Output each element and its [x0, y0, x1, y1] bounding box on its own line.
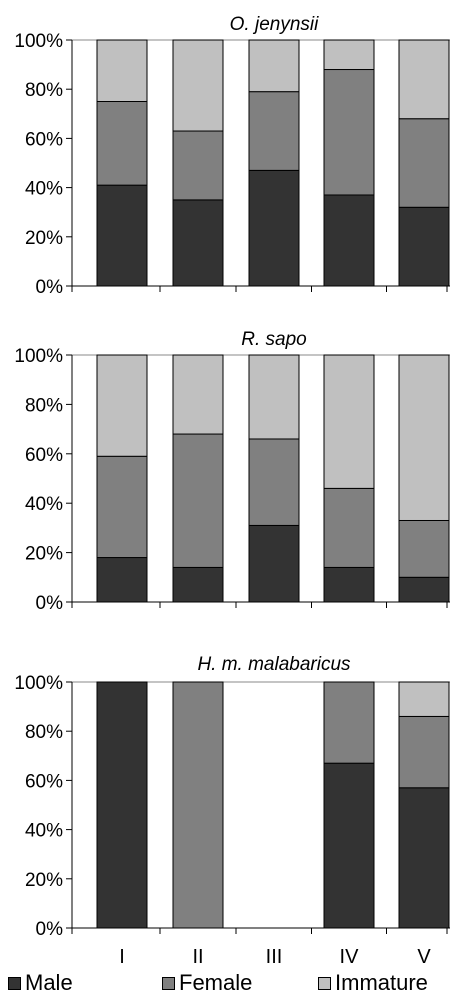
y-tick-label-3-2: 40% [25, 821, 63, 842]
bar-2-I-male [96, 557, 148, 603]
y-tick-label-2-5: 100% [14, 346, 63, 367]
bar-1-V-female [398, 118, 450, 208]
bar-3-V-female [398, 715, 450, 789]
legend-swatch-female [162, 976, 175, 990]
bar-1-I-female [96, 101, 148, 186]
bar-1-I-immature [96, 39, 148, 102]
bar-3-V-immature [398, 681, 450, 717]
x-tick-label-V: V [417, 946, 431, 968]
bar-3-II-female [172, 681, 224, 929]
y-tick-label-1-3: 60% [25, 129, 63, 150]
legend-label-immature: Immature [335, 970, 428, 995]
y-tick-label-1-1: 20% [25, 228, 63, 249]
bar-3-V-male [398, 787, 450, 929]
legend-item-male: Male [8, 970, 73, 996]
bar-1-III-female [248, 91, 300, 171]
y-tick-label-2-1: 20% [25, 544, 63, 565]
y-tick-label-1-5: 100% [14, 31, 63, 52]
bar-2-III-male [248, 524, 300, 603]
x-tick-label-II: II [192, 946, 203, 968]
bar-2-V-female [398, 519, 450, 578]
y-tick-label-2-4: 80% [25, 395, 63, 416]
chart-title-3: H. m. malabaricus [197, 654, 351, 675]
y-tick-label-2-0: 0% [36, 593, 64, 614]
legend-item-immature: Immature [318, 970, 428, 996]
legend-item-female: Female [162, 970, 252, 996]
bar-1-I-male [96, 184, 148, 287]
bar-1-IV-female [323, 69, 375, 196]
bar-3-IV-female [323, 681, 375, 764]
chart-title-2: R. sapo [241, 329, 306, 350]
bar-1-V-male [398, 206, 450, 287]
y-tick-label-3-5: 100% [14, 673, 63, 694]
bar-1-II-immature [172, 39, 224, 132]
chart-title-1: O. jenynsii [230, 14, 319, 35]
bar-2-V-immature [398, 354, 450, 521]
y-tick-label-3-0: 0% [36, 919, 64, 940]
bar-1-IV-male [323, 194, 375, 287]
bar-2-II-male [172, 566, 224, 603]
legend-label-male: Male [25, 970, 73, 995]
y-tick-label-3-4: 80% [25, 722, 63, 743]
y-tick-label-3-3: 60% [25, 771, 63, 792]
x-tick-label-I: I [119, 946, 125, 968]
y-tick-label-1-0: 0% [36, 277, 64, 298]
bar-1-II-female [172, 130, 224, 201]
bar-2-V-male [398, 576, 450, 603]
y-tick-label-2-3: 60% [25, 445, 63, 466]
bar-1-III-male [248, 169, 300, 287]
bar-1-II-male [172, 199, 224, 287]
y-tick-label-1-4: 80% [25, 80, 63, 101]
bar-1-V-immature [398, 39, 450, 120]
bar-3-I-male [96, 681, 148, 929]
y-tick-label-3-1: 20% [25, 870, 63, 891]
x-tick-label-III: III [266, 946, 283, 968]
bar-2-II-female [172, 433, 224, 568]
legend-label-female: Female [179, 970, 253, 995]
bar-2-IV-male [323, 566, 375, 603]
bar-2-IV-immature [323, 354, 375, 489]
bar-2-II-immature [172, 354, 224, 435]
x-tick-label-IV: IV [340, 946, 360, 968]
y-tick-label-1-2: 40% [25, 179, 63, 200]
bar-3-IV-male [323, 762, 375, 929]
y-tick-label-2-2: 40% [25, 494, 63, 515]
bar-1-IV-immature [323, 39, 375, 71]
bar-2-III-immature [248, 354, 300, 440]
chart-legend: Male Female Immature [0, 970, 453, 1002]
bar-2-I-female [96, 455, 148, 559]
bar-2-I-immature [96, 354, 148, 457]
legend-swatch-male [8, 976, 21, 990]
bar-1-III-immature [248, 39, 300, 93]
bar-2-IV-female [323, 487, 375, 568]
bar-2-III-female [248, 438, 300, 526]
legend-swatch-immature [318, 976, 331, 990]
